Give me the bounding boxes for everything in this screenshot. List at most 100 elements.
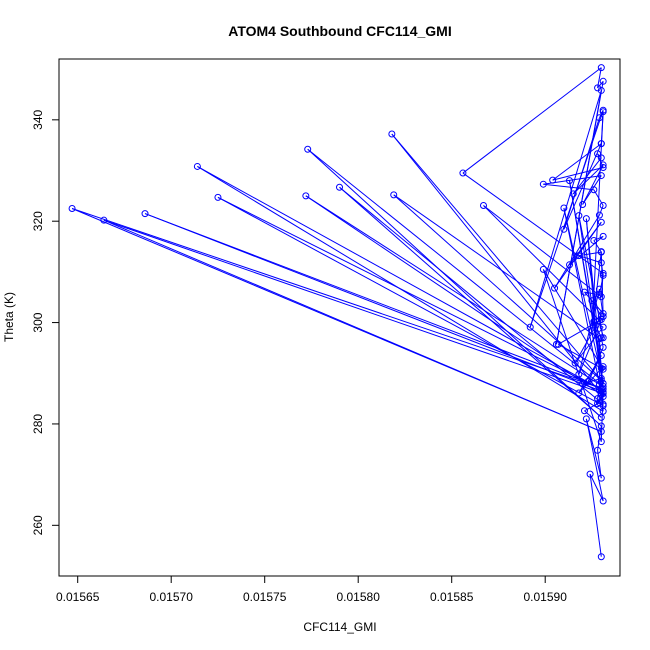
series-segment: [572, 164, 604, 195]
series-segment: [600, 111, 604, 144]
series-segment: [585, 418, 602, 479]
data-point: [599, 390, 607, 398]
data-point: [582, 415, 590, 423]
series-segment: [339, 186, 602, 418]
data-point: [590, 236, 598, 244]
series-segment: [217, 196, 602, 390]
data-point: [597, 553, 605, 561]
data-point: [560, 204, 568, 212]
x-tick-label: 0.01575: [243, 590, 287, 604]
data-point: [304, 145, 312, 153]
data-point: [599, 161, 607, 169]
series-segment: [391, 133, 602, 381]
data-point: [594, 446, 602, 454]
data-point: [594, 150, 602, 158]
x-axis-label: CFC114_GMI: [303, 620, 376, 634]
y-axis: 260 280 300 320 340: [31, 109, 60, 535]
data-point: [599, 407, 607, 415]
data-point: [597, 293, 605, 301]
series-segment: [393, 194, 602, 381]
series-segment: [600, 337, 604, 348]
data-point: [579, 380, 587, 388]
y-tick-label: 340: [31, 109, 45, 129]
series-segment: [558, 319, 602, 345]
data-point: [599, 232, 607, 240]
data-point: [575, 212, 583, 220]
data-point: [575, 389, 583, 397]
data-point: [588, 327, 596, 335]
data-point: [599, 323, 607, 331]
series-segment: [589, 473, 604, 502]
data-point: [595, 335, 603, 343]
series-segment: [593, 240, 602, 253]
series-segment: [597, 450, 602, 479]
series-segment: [393, 194, 600, 340]
series-segment: [542, 269, 602, 442]
data-point: [586, 470, 594, 478]
data-point: [459, 169, 467, 177]
x-tick-label: 0.01570: [150, 590, 194, 604]
data-point: [552, 340, 560, 348]
series-segment: [563, 143, 602, 230]
x-tick-label: 0.01580: [337, 590, 381, 604]
series-segment: [563, 207, 602, 394]
data-point: [599, 365, 607, 373]
series-segment: [71, 208, 602, 433]
data-point: [599, 201, 607, 209]
data-point: [599, 312, 607, 320]
data-point: [599, 497, 607, 505]
data-point: [597, 376, 605, 384]
data-point: [599, 343, 607, 351]
data-point: [595, 211, 603, 219]
data-point: [193, 162, 201, 170]
x-tick-label: 0.01590: [524, 590, 568, 604]
data-point: [599, 108, 607, 116]
data-point: [599, 309, 607, 317]
series-segment: [552, 143, 602, 181]
data-point: [597, 154, 605, 162]
data-point: [526, 323, 534, 331]
plot-frame: [58, 58, 621, 577]
x-tick-label: 0.01585: [430, 590, 474, 604]
y-tick-label: 300: [31, 312, 45, 332]
series-segment: [578, 215, 602, 369]
data-point: [582, 215, 590, 223]
series-segment: [307, 148, 604, 387]
series-segment: [542, 269, 604, 370]
data-point: [580, 407, 588, 415]
data-point: [539, 180, 547, 188]
series-segment: [597, 80, 604, 89]
data-point: [599, 271, 607, 279]
data-point: [551, 284, 559, 292]
series-segment: [585, 418, 604, 502]
data-point: [595, 285, 603, 293]
series-segment: [391, 133, 604, 397]
data-point: [597, 438, 605, 446]
series-segment: [582, 175, 602, 205]
data-point: [597, 172, 605, 180]
series-segment: [552, 166, 604, 181]
series-segment: [584, 410, 602, 427]
series-segment: [305, 195, 602, 395]
series-layer: [68, 64, 607, 561]
series-segment: [543, 183, 594, 191]
data-point: [566, 261, 574, 269]
data-point: [597, 248, 605, 256]
y-axis-label: Theta (K): [2, 292, 16, 342]
data-point: [590, 186, 598, 194]
data-point: [599, 363, 607, 371]
x-axis: 0.01565 0.01570 0.01575 0.01580 0.01585 0.015…: [56, 575, 568, 604]
series-segment: [563, 207, 604, 384]
data-point: [141, 210, 149, 218]
y-tick-label: 320: [31, 211, 45, 231]
series-segment: [598, 205, 604, 216]
data-point: [580, 288, 588, 296]
series-segment: [483, 205, 602, 298]
series-segment: [462, 67, 602, 174]
series-segment: [103, 219, 604, 395]
data-point: [302, 192, 310, 200]
data-point: [549, 176, 557, 184]
data-point: [579, 200, 587, 208]
